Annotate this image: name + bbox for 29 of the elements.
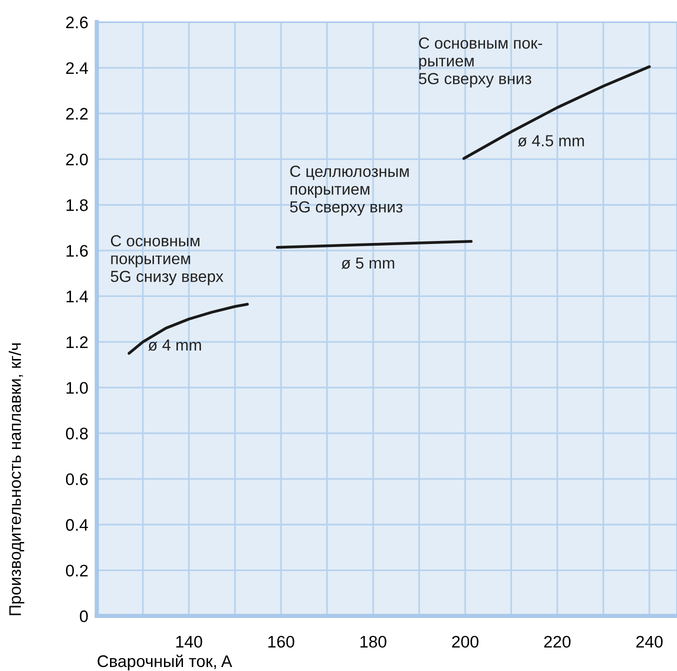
x-tick-label: 200: [452, 636, 478, 648]
y-tick-label: 2.4: [66, 62, 88, 74]
y-tick-label: 0.8: [66, 428, 88, 440]
x-tick-label: 220: [544, 636, 571, 648]
x-tick-label: 140: [176, 636, 202, 648]
annotation: ø 5 mm: [341, 258, 394, 269]
line-series: [128, 302, 249, 355]
y-tick-label: 1.8: [66, 199, 88, 212]
x-axis-title: Сварочный ток, A: [98, 654, 232, 670]
x-tick-label: 240: [636, 636, 663, 648]
annotation: С основным покрытием 5G снизу вверх: [110, 235, 224, 286]
y-tick-label: 0.4: [66, 519, 88, 531]
y-tick-label: 1.0: [66, 382, 88, 394]
y-tick-label: 1.6: [66, 244, 88, 257]
y-tick-label: 2.0: [66, 154, 88, 166]
x-tick-label: 180: [360, 636, 386, 648]
annotation: ø 4 mm: [148, 340, 201, 351]
annotation: С целлюлозным покрытием 5G сверху вниз: [290, 166, 409, 216]
y-axis-title: Производительность наплавки, кг/ч: [8, 343, 24, 616]
y-tick-label: 2.6: [66, 16, 88, 28]
y-tick-label: 0: [80, 610, 88, 622]
y-tick-label: 0.2: [66, 564, 88, 576]
annotation: С основным пок- рытием 5G сверху вниз: [418, 37, 542, 88]
x-tick-label: 160: [268, 636, 294, 648]
y-tick-label: 1.2: [66, 336, 88, 348]
y-tick-label: 0.6: [66, 473, 88, 486]
y-tick-label: 2.2: [66, 108, 88, 120]
annotation: ø 4.5 mm: [518, 135, 584, 147]
y-tick-label: 1.4: [66, 290, 88, 302]
